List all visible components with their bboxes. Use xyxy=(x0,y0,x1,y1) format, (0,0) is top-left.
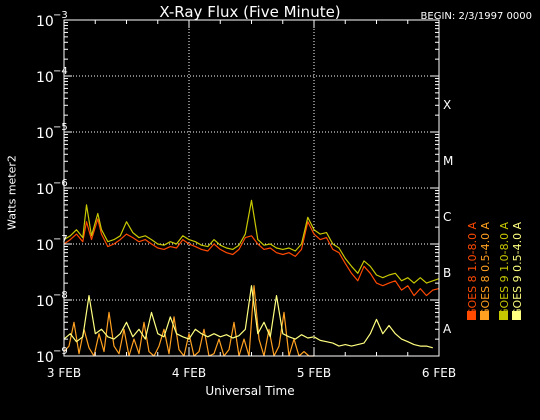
flare-class-label: B xyxy=(443,266,451,280)
series-line-2 xyxy=(63,285,314,357)
legend-swatch xyxy=(512,311,521,320)
y-tick-label: 10 xyxy=(36,126,54,142)
y-tick-label: 10 xyxy=(36,70,54,86)
y-tick-exponent: −3 xyxy=(53,10,68,21)
y-tick-exponent: −8 xyxy=(53,290,68,301)
x-tick-label: 4 FEB xyxy=(172,366,206,380)
flare-class-label: X xyxy=(443,98,451,112)
legend-item-goes8-long: GOES 8 1.0-8.0 A xyxy=(464,136,480,326)
y-tick-exponent: −9 xyxy=(53,346,68,357)
y-tick-label: 10 xyxy=(36,350,54,366)
grid-lines xyxy=(64,20,439,356)
y-tick-exponent: −6 xyxy=(53,178,68,189)
flare-class-label: A xyxy=(443,322,452,336)
series-line-4 xyxy=(63,285,433,349)
y-tick-exponent: −4 xyxy=(53,66,68,77)
legend-item-goes9-long: GOES 9 1.0-8.0 A xyxy=(496,136,512,326)
legend-swatch xyxy=(499,311,508,320)
axis-ticks: 10 −910 −810 −710 −610 −510 −410 −33 FEB 4 FEB 5 … xyxy=(36,10,456,380)
legend-label: GOES 8 0.5-4.0 A xyxy=(479,221,492,317)
legend-swatch xyxy=(467,311,476,320)
y-tick-label: 10 xyxy=(36,182,54,198)
y-tick-label: 10 xyxy=(36,14,54,30)
y-axis-label: Watts meter2 xyxy=(5,155,19,230)
begin-date: BEGIN: 2/3/1997 0000 xyxy=(420,11,532,22)
legend-swatch xyxy=(480,311,489,320)
x-tick-label: 5 FEB xyxy=(297,366,331,380)
x-tick-label: 3 FEB xyxy=(47,366,81,380)
legend-label: GOES 9 0.5-4.0 A xyxy=(511,221,524,317)
y-tick-label: 10 xyxy=(36,238,54,254)
y-tick-label: 10 xyxy=(36,294,54,310)
y-tick-exponent: −7 xyxy=(53,234,68,245)
series-line-1 xyxy=(63,218,440,297)
legend-item-goes8-short: GOES 8 0.5-4.0 A xyxy=(477,136,493,326)
y-tick-exponent: −5 xyxy=(53,122,68,133)
chart-title: X-Ray Flux (Five Minute) xyxy=(159,3,341,21)
legend-item-goes9-short: GOES 9 0.5-4.0 A xyxy=(509,136,525,326)
data-series xyxy=(63,199,440,357)
x-tick-label: 6 FEB xyxy=(422,366,456,380)
flare-class-label: M xyxy=(443,154,453,168)
x-axis-label: Universal Time xyxy=(205,384,295,398)
flare-class-label: C xyxy=(443,210,451,224)
series-line-3 xyxy=(63,199,440,284)
